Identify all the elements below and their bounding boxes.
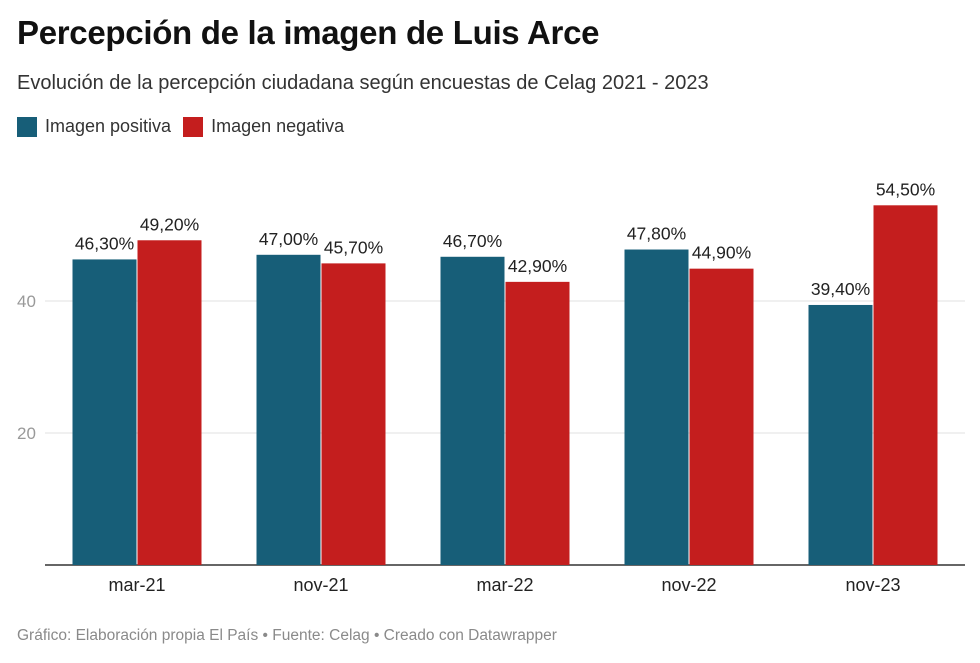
legend-item-negative: Imagen negativa (183, 116, 344, 137)
bar-positive (440, 256, 505, 565)
data-label: 45,70% (324, 237, 383, 257)
x-tick-label: nov-23 (845, 575, 900, 595)
bar-negative (321, 263, 386, 565)
bar-negative (505, 281, 570, 565)
bar-positive (72, 259, 137, 565)
legend: Imagen positiva Imagen negativa (17, 116, 356, 137)
data-label: 47,00% (259, 229, 318, 249)
y-tick-label: 20 (17, 424, 36, 443)
bar-positive (624, 249, 689, 565)
bar-negative (137, 240, 202, 565)
data-label: 54,50% (876, 179, 935, 199)
bar-positive (256, 254, 321, 566)
data-label: 44,90% (692, 243, 751, 263)
y-tick-label: 40 (17, 292, 36, 311)
legend-item-positive: Imagen positiva (17, 116, 171, 137)
bar-negative (873, 205, 938, 566)
data-label: 46,70% (443, 231, 502, 251)
data-label: 47,80% (627, 224, 686, 244)
data-label: 39,40% (811, 279, 870, 299)
chart-subtitle: Evolución de la percepción ciudadana seg… (17, 72, 709, 94)
chart-footer: Gráfico: Elaboración propia El País • Fu… (17, 627, 557, 644)
legend-swatch-negative (183, 116, 204, 137)
x-tick-label: nov-22 (661, 575, 716, 595)
data-label: 46,30% (75, 233, 134, 253)
bar-negative (689, 268, 754, 565)
data-label: 49,20% (140, 214, 199, 234)
chart-title: Percepción de la imagen de Luis Arce (17, 14, 600, 51)
legend-swatch-positive (17, 116, 37, 137)
data-label: 42,90% (508, 256, 567, 276)
legend-label-positive: Imagen positiva (45, 116, 172, 136)
legend-label-negative: Imagen negativa (211, 116, 345, 136)
bar-positive (808, 304, 873, 565)
x-tick-label: mar-22 (476, 575, 533, 595)
x-tick-label: mar-21 (108, 575, 165, 595)
x-tick-label: nov-21 (293, 575, 348, 595)
